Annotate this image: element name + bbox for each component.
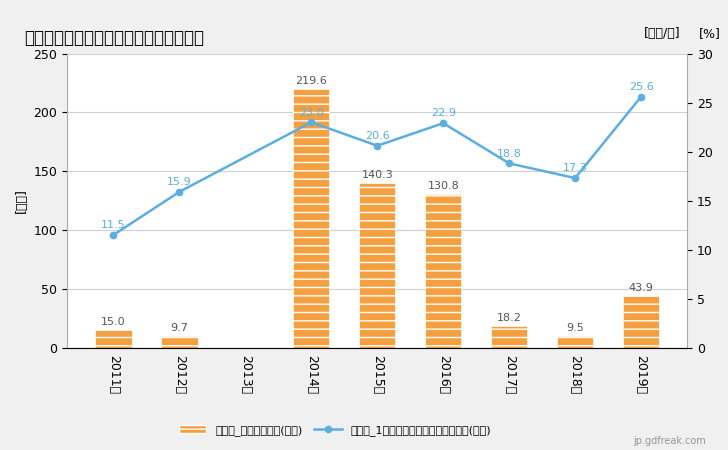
Text: [万円/㎡]: [万円/㎡] <box>644 27 681 40</box>
非木造_1平米当たり平均工事費予定額(右軸) <box>505 161 513 166</box>
Line: 非木造_1平米当たり平均工事費予定額(右軸): 非木造_1平米当たり平均工事費予定額(右軸) <box>111 94 644 238</box>
Text: 非木造建築物の工事費予定額合計の推移: 非木造建築物の工事費予定額合計の推移 <box>24 28 204 46</box>
Bar <box>162 336 197 347</box>
非木造_1平米当たり平均工事費予定額(右軸) <box>109 232 118 238</box>
Text: 18.2: 18.2 <box>496 313 522 323</box>
非木造_1平米当たり平均工事費予定額(右軸) <box>439 121 448 126</box>
非木造_1平米当たり平均工事費予定額(右軸) <box>175 189 183 194</box>
Bar <box>557 337 593 347</box>
Text: 20.6: 20.6 <box>365 131 389 141</box>
Text: 22.9: 22.9 <box>431 108 456 118</box>
Text: 9.5: 9.5 <box>566 324 584 333</box>
Text: jp.gdfreak.com: jp.gdfreak.com <box>633 436 706 446</box>
Bar <box>491 326 527 347</box>
非木造_1平米当たり平均工事費予定額(右軸) <box>637 94 646 99</box>
Legend: 非木造_工事費予定額(左軸), 非木造_1平米当たり平均工事費予定額(右軸): 非木造_工事費予定額(左軸), 非木造_1平米当たり平均工事費予定額(右軸) <box>174 420 496 440</box>
Y-axis label: [億円]: [億円] <box>15 188 28 213</box>
Text: 23.0: 23.0 <box>299 108 324 117</box>
Text: 43.9: 43.9 <box>629 283 654 293</box>
Bar <box>623 296 660 347</box>
Bar <box>359 183 395 347</box>
Text: 140.3: 140.3 <box>361 170 393 180</box>
Text: 130.8: 130.8 <box>427 181 459 191</box>
Text: 219.6: 219.6 <box>296 76 328 86</box>
Text: 18.8: 18.8 <box>496 148 522 159</box>
非木造_1平米当たり平均工事費予定額(右軸) <box>571 176 579 181</box>
Bar <box>95 330 132 347</box>
非木造_1平米当たり平均工事費予定額(右軸) <box>307 120 316 125</box>
Text: 17.3: 17.3 <box>563 163 587 173</box>
非木造_1平米当たり平均工事費予定額(右軸) <box>373 143 381 148</box>
Text: 9.7: 9.7 <box>170 323 189 333</box>
Text: 15.0: 15.0 <box>101 317 126 327</box>
Text: [%]: [%] <box>699 27 721 40</box>
Text: 25.6: 25.6 <box>629 82 654 92</box>
Bar <box>293 90 330 347</box>
Text: 15.9: 15.9 <box>167 177 191 187</box>
Text: 11.5: 11.5 <box>101 220 126 230</box>
Bar <box>425 194 462 347</box>
